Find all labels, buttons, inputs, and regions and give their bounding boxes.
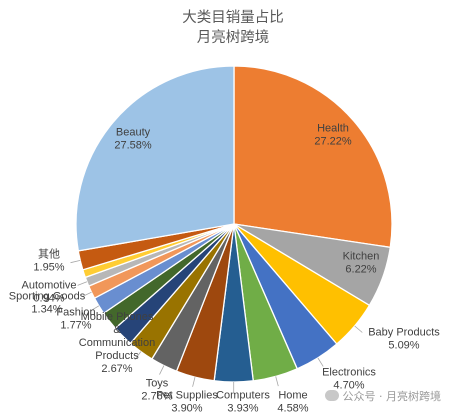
category-label-mobile-phones-communication-products: Mobile Phones xyxy=(81,311,154,323)
leader-line-slice-15 xyxy=(70,260,81,264)
leader-line-fashion xyxy=(90,305,100,312)
leader-line-mobile-phones-communication-products xyxy=(134,351,142,360)
leader-lines xyxy=(70,260,363,392)
slice-beauty xyxy=(75,65,235,252)
value-label-computers: 3.93% xyxy=(227,403,258,415)
category-label-computers: Computers xyxy=(216,390,270,402)
leader-line-home xyxy=(275,376,279,387)
leader-line-toys xyxy=(159,365,165,375)
category-label-baby-products: Baby Products xyxy=(368,327,440,339)
slice-health xyxy=(233,65,393,249)
value-label-mobile-phones-communication-products: 2.67% xyxy=(101,363,132,375)
leader-line-pet-supplies xyxy=(192,377,196,387)
value-label-beauty: 27.58% xyxy=(114,140,152,152)
category-label-toys: Toys xyxy=(146,378,169,390)
category-label-fashion: Fashion xyxy=(56,307,95,319)
category-label-home: Home xyxy=(278,390,307,402)
value-label-baby-products: 5.09% xyxy=(388,340,419,352)
pie-slices xyxy=(75,65,393,383)
value-label-health: 27.22% xyxy=(314,136,352,148)
category-label-slice-15: 其他 xyxy=(38,248,60,261)
category-label-beauty: Beauty xyxy=(116,127,151,139)
value-label-home: 4.58% xyxy=(277,403,308,415)
value-label-automotive: 0.94% xyxy=(33,293,64,305)
value-label-slice-15: 1.95% xyxy=(33,262,64,274)
value-label-sporting-goods: 1.34% xyxy=(31,304,62,316)
category-label-mobile-phones-communication-products: Communication xyxy=(79,337,155,349)
chart-title: 大类目销量占比 xyxy=(182,9,284,26)
wechat-icon xyxy=(324,390,339,401)
leader-line-sporting-goods xyxy=(82,291,92,297)
leader-line-baby-products xyxy=(354,325,363,333)
category-label-mobile-phones-communication-products: & xyxy=(113,324,121,336)
watermark-text: 公众号 · 月亮树跨境 xyxy=(342,390,442,403)
watermark: 公众号 · 月亮树跨境 xyxy=(324,388,442,404)
value-label-electronics: 4.70% xyxy=(333,380,364,392)
category-label-kitchen: Kitchen xyxy=(343,251,380,263)
value-label-kitchen: 6.22% xyxy=(345,264,376,276)
chart-subtitle: 月亮树跨境 xyxy=(197,28,270,46)
category-label-pet-supplies: Pet Supplies xyxy=(156,390,218,402)
category-label-health: Health xyxy=(317,123,349,135)
category-label-sporting-goods: Sporting Goods xyxy=(9,291,86,303)
category-label-mobile-phones-communication-products: Products xyxy=(95,350,139,362)
value-label-pet-supplies: 3.90% xyxy=(171,403,202,415)
leader-line-electronics xyxy=(317,357,324,367)
value-label-toys: 2.76% xyxy=(141,391,172,403)
category-label-automotive: Automotive xyxy=(21,280,76,292)
value-label-fashion: 1.77% xyxy=(60,320,91,332)
category-label-electronics: Electronics xyxy=(322,367,376,379)
leader-line-automotive xyxy=(77,281,88,286)
